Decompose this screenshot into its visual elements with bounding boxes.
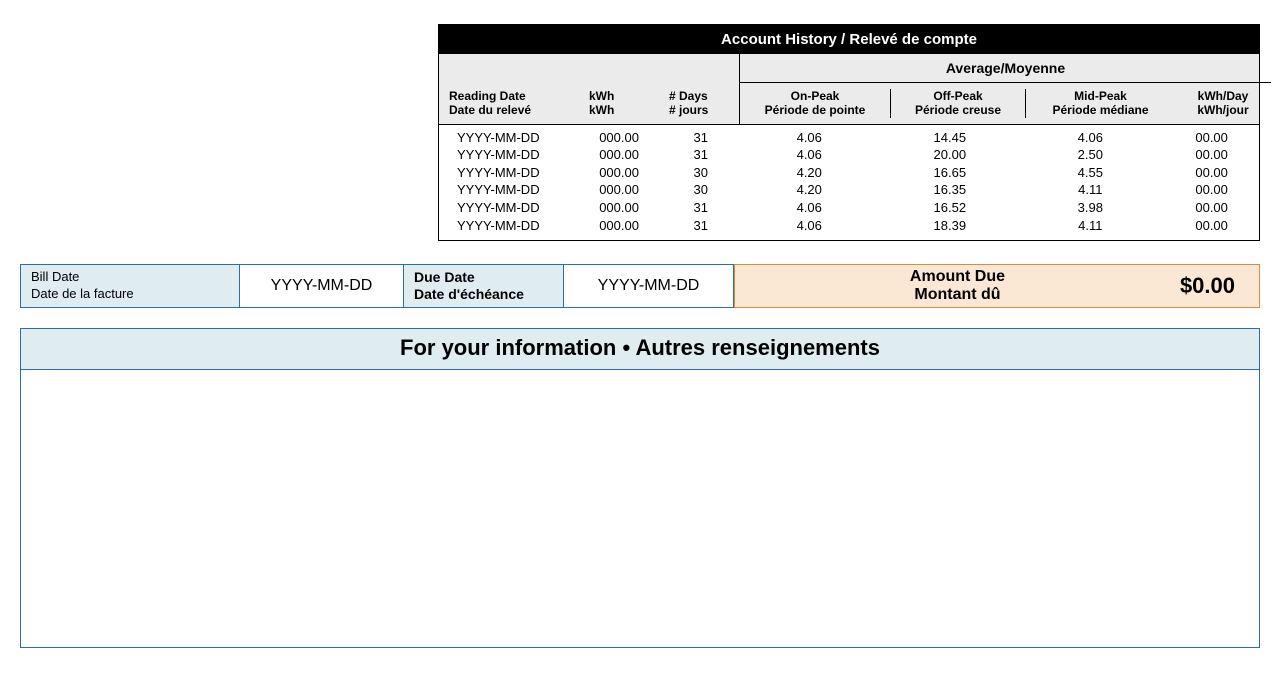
col-midpeak: Mid-Peak Période médiane [1025,89,1175,118]
col-kwh-en: kWh [589,89,669,103]
cell-kwhday: 00.00 [1164,217,1259,235]
cell-offpeak: 16.35 [883,181,1016,199]
col-offpeak-fr: Période creuse [891,103,1025,117]
cell-kwhday: 00.00 [1164,181,1259,199]
cell-offpeak: 20.00 [883,146,1016,164]
col-offpeak: Off-Peak Période creuse [890,89,1025,118]
bill-date-fr: Date de la facture [31,286,229,303]
bill-info-bar: Bill Date Date de la facture YYYY-MM-DD … [20,264,1260,308]
cell-days: 31 [666,146,735,164]
table-row: YYYY-MM-DD000.00314.0614.454.0600.00 [449,129,1259,147]
cell-reading: YYYY-MM-DD [449,129,587,147]
cell-midpeak: 4.55 [1016,164,1164,182]
amount-due-label: Amount Due Montant dû [735,268,1180,305]
cell-kwhday: 00.00 [1164,129,1259,147]
col-onpeak-fr: Période de pointe [740,103,890,117]
col-days-en: # Days [669,89,739,103]
account-history-title: Account History / Relevé de compte [439,25,1259,54]
col-kwh: kWh kWh [589,89,669,118]
col-reading-date: Reading Date Date du relevé [449,89,589,118]
cell-kwh: 000.00 [587,181,666,199]
col-days: # Days # jours [669,89,739,118]
cell-days: 30 [666,164,735,182]
cell-onpeak: 4.20 [735,181,883,199]
cell-onpeak: 4.06 [735,129,883,147]
average-label: Average/Moyenne [740,54,1271,83]
cell-offpeak: 18.39 [883,217,1016,235]
cell-days: 31 [666,199,735,217]
cell-midpeak: 3.98 [1016,199,1164,217]
due-date-en: Due Date [414,269,553,287]
col-onpeak-en: On-Peak [740,89,890,103]
cell-midpeak: 4.11 [1016,217,1164,235]
amount-due-section: Amount Due Montant dû $0.00 [734,264,1260,308]
bill-date-en: Bill Date [31,269,229,286]
average-columns: On-Peak Période de pointe Off-Peak Pério… [740,83,1271,124]
table-row: YYYY-MM-DD000.00314.0618.394.1100.00 [449,217,1259,235]
cell-onpeak: 4.06 [735,146,883,164]
cell-onpeak: 4.20 [735,164,883,182]
cell-reading: YYYY-MM-DD [449,164,587,182]
cell-onpeak: 4.06 [735,217,883,235]
cell-kwh: 000.00 [587,129,666,147]
col-days-fr: # jours [669,103,739,117]
cell-kwh: 000.00 [587,217,666,235]
bill-date-label: Bill Date Date de la facture [20,264,240,308]
info-box-title: For your information • Autres renseignem… [21,329,1259,370]
col-offpeak-en: Off-Peak [891,89,1025,103]
cell-kwh: 000.00 [587,146,666,164]
cell-midpeak: 4.11 [1016,181,1164,199]
cell-onpeak: 4.06 [735,199,883,217]
col-kwh-fr: kWh [589,103,669,117]
history-rows: YYYY-MM-DD000.00314.0614.454.0600.00YYYY… [439,125,1259,240]
table-row: YYYY-MM-DD000.00304.2016.354.1100.00 [449,181,1259,199]
bill-date-value: YYYY-MM-DD [240,264,404,308]
header-right-group: Average/Moyenne On-Peak Période de point… [739,54,1271,124]
cell-kwhday: 00.00 [1164,199,1259,217]
col-midpeak-en: Mid-Peak [1026,89,1175,103]
amount-due-en: Amount Due [735,268,1180,286]
info-box: For your information • Autres renseignem… [20,328,1260,648]
table-row: YYYY-MM-DD000.00314.0620.002.5000.00 [449,146,1259,164]
due-date-label: Due Date Date d'échéance [404,264,564,308]
cell-kwh: 000.00 [587,164,666,182]
cell-days: 31 [666,129,735,147]
col-midpeak-fr: Période médiane [1026,103,1175,117]
account-history-table: Account History / Relevé de compte Readi… [438,24,1260,241]
cell-reading: YYYY-MM-DD [449,199,587,217]
cell-days: 30 [666,181,735,199]
col-reading-en: Reading Date [449,89,589,103]
amount-due-value: $0.00 [1180,273,1235,299]
cell-midpeak: 2.50 [1016,146,1164,164]
cell-reading: YYYY-MM-DD [449,146,587,164]
cell-kwhday: 00.00 [1164,164,1259,182]
cell-reading: YYYY-MM-DD [449,217,587,235]
col-reading-fr: Date du relevé [449,103,589,117]
cell-offpeak: 16.52 [883,199,1016,217]
col-kwhday-fr: kWh/jour [1175,103,1271,117]
due-date-value: YYYY-MM-DD [564,264,734,308]
cell-days: 31 [666,217,735,235]
cell-reading: YYYY-MM-DD [449,181,587,199]
account-history-header: Reading Date Date du relevé kWh kWh # Da… [439,54,1259,125]
cell-kwh: 000.00 [587,199,666,217]
table-row: YYYY-MM-DD000.00304.2016.654.5500.00 [449,164,1259,182]
cell-kwhday: 00.00 [1164,146,1259,164]
cell-midpeak: 4.06 [1016,129,1164,147]
cell-offpeak: 16.65 [883,164,1016,182]
col-kwhday: kWh/Day kWh/jour [1175,89,1271,118]
col-kwhday-en: kWh/Day [1175,89,1271,103]
amount-due-fr: Montant dû [735,286,1180,304]
table-row: YYYY-MM-DD000.00314.0616.523.9800.00 [449,199,1259,217]
cell-offpeak: 14.45 [883,129,1016,147]
header-left-group: Reading Date Date du relevé kWh kWh # Da… [439,54,739,124]
col-onpeak: On-Peak Période de pointe [740,89,890,118]
due-date-fr: Date d'échéance [414,286,553,304]
